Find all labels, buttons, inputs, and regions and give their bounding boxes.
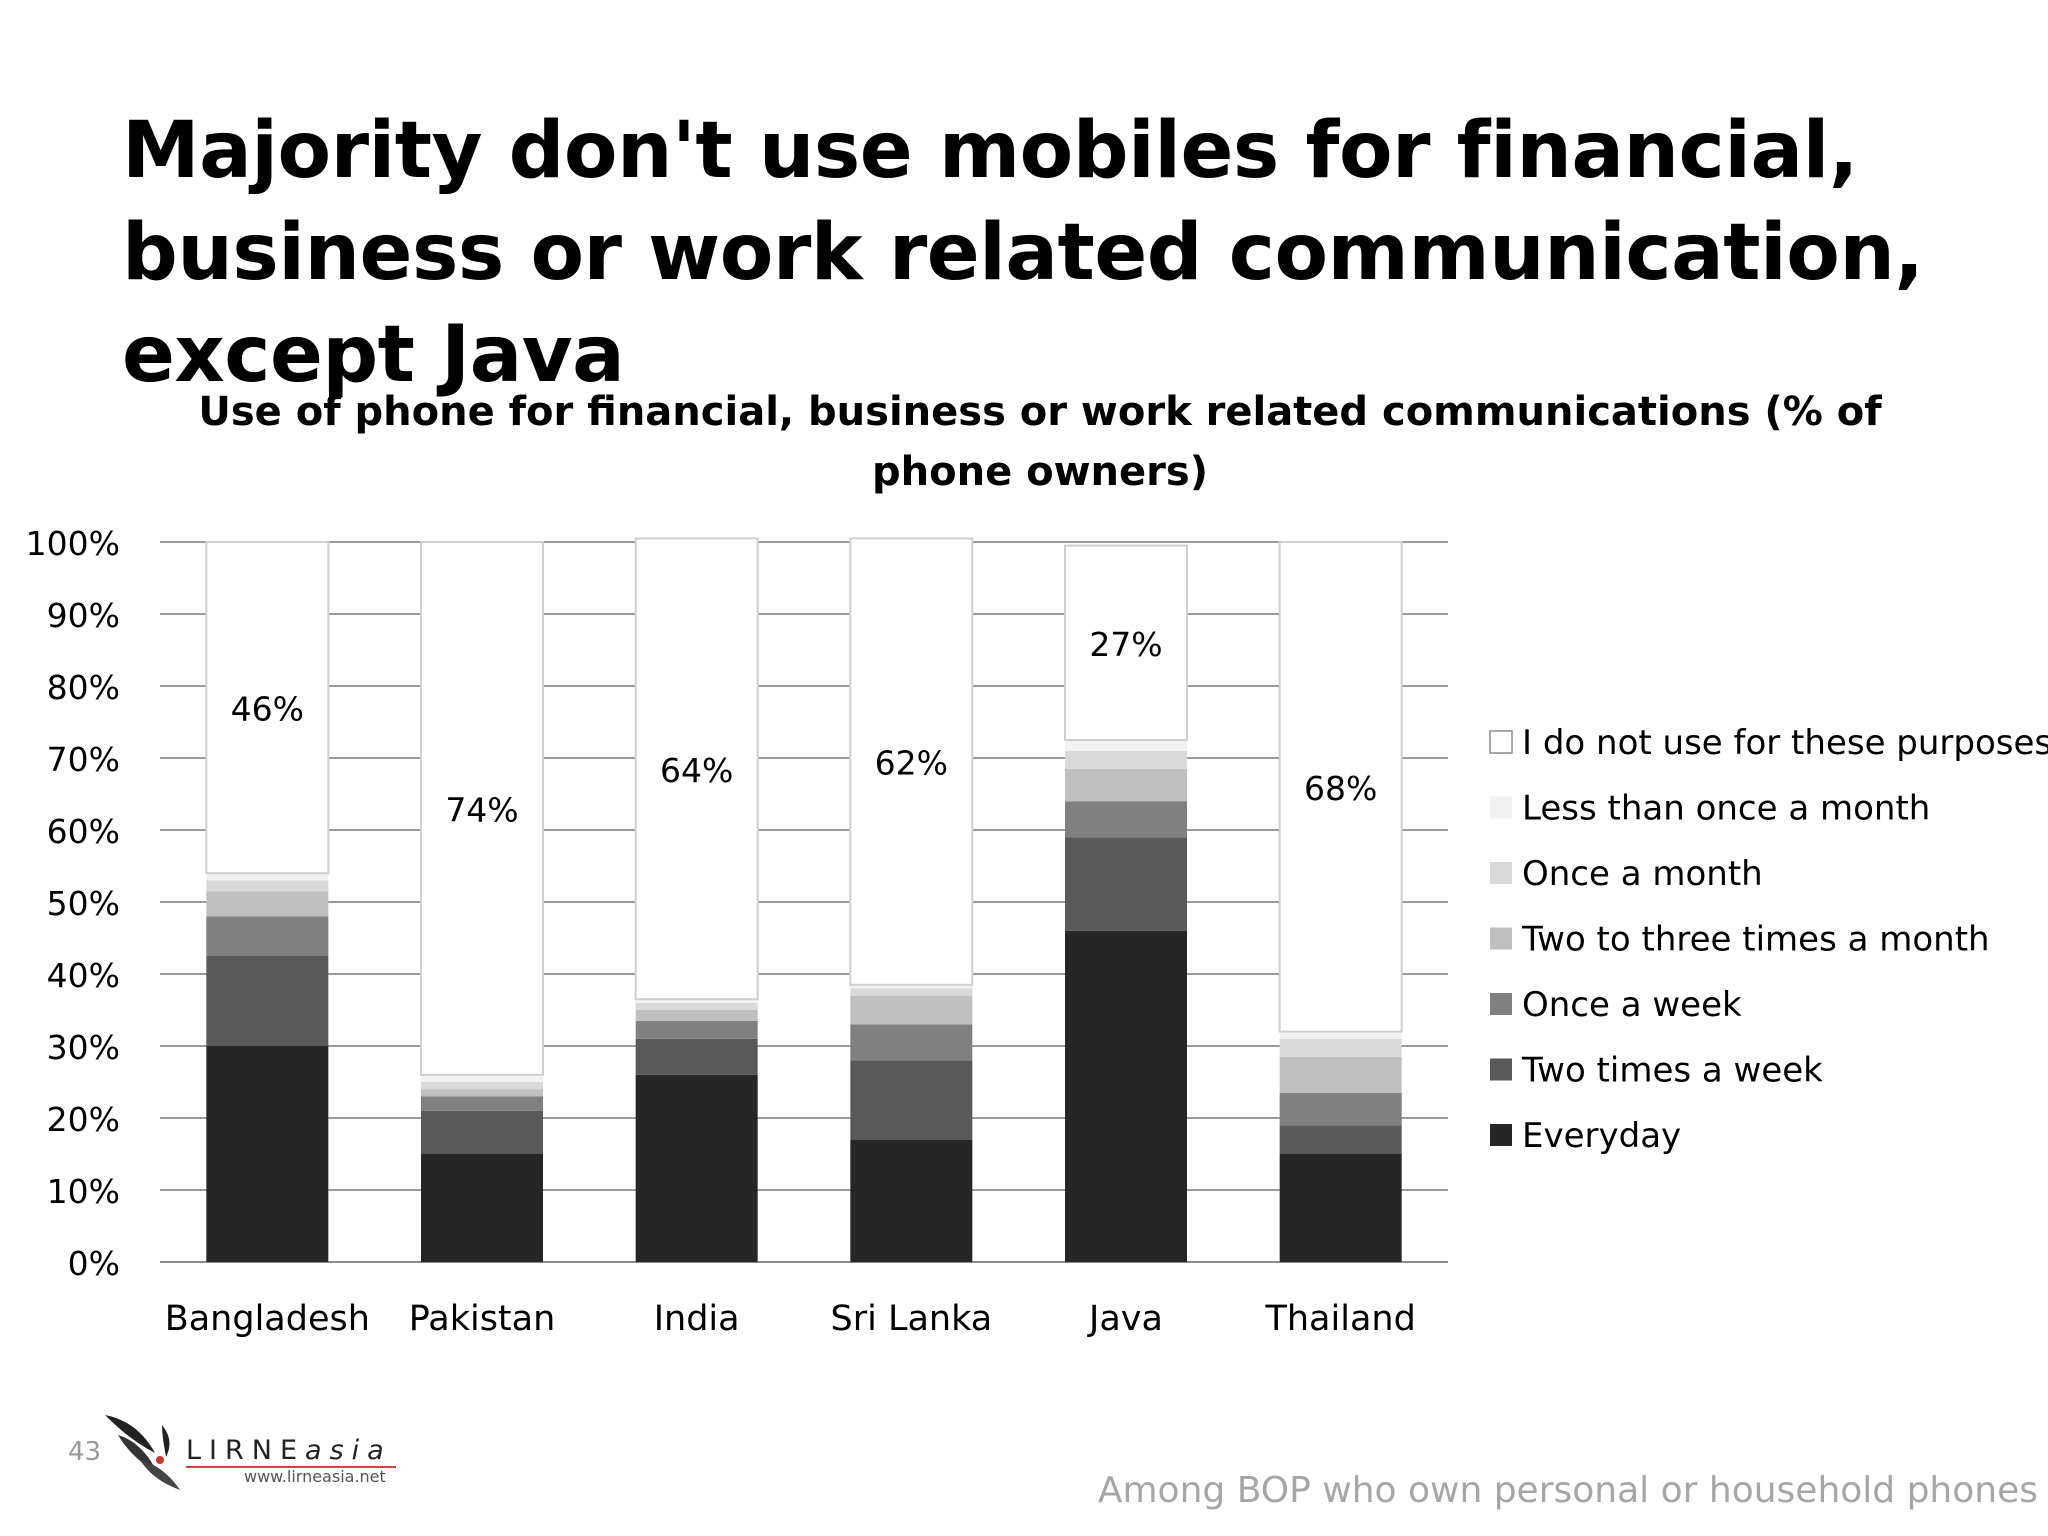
data-label: 68%: [1304, 769, 1377, 808]
chart-title: Use of phone for financial, business or …: [198, 389, 1882, 495]
data-label: 64%: [660, 751, 733, 790]
legend-swatch: [1490, 862, 1512, 884]
y-axis-tick-labels: 0% 10% 20% 30% 40% 50% 60% 70% 80% 90% 100%: [26, 524, 120, 1283]
x-tick-label: India: [654, 1299, 740, 1339]
bar-segment: [634, 537, 759, 1001]
y-tick-label: 0%: [68, 1244, 120, 1283]
bar-segment: [1279, 1056, 1402, 1093]
legend-swatch: [1490, 1124, 1512, 1146]
legend-swatch: [1490, 927, 1512, 950]
bar-segment: [206, 916, 329, 956]
bar-segment: [205, 541, 330, 875]
data-label: 74%: [445, 790, 518, 829]
y-tick-label: 30%: [47, 1028, 120, 1067]
lirneasia-logo: LIRNEasia www.lirneasia.net: [100, 1405, 420, 1495]
legend-label: Once a week: [1522, 985, 1742, 1025]
bar-segment: [1065, 740, 1187, 751]
bar-segment: [849, 537, 974, 986]
x-axis-tick-labels: Bangladesh Pakistan India Sri Lanka Java Thai…: [165, 1299, 1416, 1339]
bar-segment: [421, 1074, 543, 1082]
bar-segment: [206, 956, 329, 1046]
gridlines: [160, 541, 1448, 1263]
legend-swatch: [1490, 993, 1512, 1015]
y-tick-label: 90%: [47, 596, 120, 635]
bar-segment: [635, 1020, 758, 1039]
bar-segment: [635, 1074, 758, 1262]
y-tick-label: 60%: [47, 812, 120, 851]
legend-label: Less than once a month: [1522, 789, 1930, 829]
bar-segment: [421, 1082, 543, 1090]
y-tick-label: 70%: [47, 740, 120, 779]
x-tick-label: Bangladesh: [165, 1299, 370, 1339]
y-tick-label: 80%: [47, 668, 120, 707]
legend-label: Two to three times a month: [1521, 920, 1990, 960]
bar-segment: [850, 988, 973, 996]
x-tick-label: Thailand: [1265, 1299, 1416, 1339]
logo-underline: [186, 1466, 396, 1468]
bar-segment: [421, 1096, 543, 1111]
data-label: 62%: [875, 744, 948, 783]
legend-label: Once a month: [1522, 854, 1763, 894]
legend-swatch: [1490, 796, 1512, 819]
bar-segment: [1279, 1125, 1402, 1154]
bar-segment: [1065, 837, 1187, 931]
logo-name-italic: asia: [305, 1435, 392, 1466]
bar-segment: [635, 1010, 758, 1021]
bar-segment: [206, 891, 329, 917]
bar-segment: [635, 1002, 758, 1010]
bar-segment: [1279, 1154, 1402, 1262]
bar-segment: [1279, 1038, 1402, 1057]
page-number: 43: [68, 1437, 102, 1467]
x-tick-label: Pakistan: [409, 1299, 556, 1339]
bar-segment: [635, 999, 758, 1003]
legend-label: Two times a week: [1521, 1051, 1823, 1091]
bar-segment: [1065, 930, 1187, 1262]
bar-segment: [1065, 801, 1187, 838]
bar-segment: [420, 541, 544, 1076]
stacked-bar-chart: 0% 10% 20% 30% 40% 50% 60% 70% 80% 90% 100% 46% 74%…: [26, 524, 2048, 1339]
footer-note: Among BOP who own personal or household …: [1097, 1470, 2038, 1511]
y-tick-label: 50%: [47, 884, 120, 923]
bar-segment: [635, 1038, 758, 1075]
y-tick-label: 40%: [47, 956, 120, 995]
legend: I do not use for these purposes Less than…: [1489, 723, 2048, 1156]
logo-url: www.lirneasia.net: [244, 1467, 386, 1486]
bar-segment: [850, 1139, 973, 1262]
data-label: 27%: [1089, 625, 1162, 664]
data-label: 46%: [231, 690, 304, 729]
bar-segment: [421, 1110, 543, 1154]
bar-segment: [421, 1089, 543, 1097]
bar-segment: [1065, 750, 1187, 769]
x-tick-label: Java: [1087, 1299, 1163, 1339]
y-tick-label: 10%: [47, 1172, 120, 1211]
x-tick-label: Sri Lanka: [830, 1299, 992, 1339]
bar-segment: [850, 995, 973, 1025]
bar-segment: [1279, 1031, 1402, 1039]
bar-segment: [206, 1046, 329, 1262]
bar-segment: [850, 984, 973, 989]
bar-segment: [1278, 541, 1403, 1033]
y-tick-label: 20%: [47, 1100, 120, 1139]
y-tick-label: 100%: [26, 524, 120, 563]
bar-segment: [206, 880, 329, 892]
legend-label: I do not use for these purposes: [1522, 723, 2048, 763]
legend-label: Everyday: [1522, 1116, 1681, 1156]
logo-mark-icon: [105, 1415, 180, 1490]
bars: [205, 537, 1403, 1262]
logo-name-caps: LIRNE: [186, 1435, 306, 1466]
slide-title: Majority don't use mobiles for financial…: [122, 106, 1924, 400]
bar-segment: [206, 873, 329, 881]
legend-swatch: [1489, 730, 1513, 754]
bar-segment: [1279, 1092, 1402, 1126]
bar-segment: [1065, 768, 1187, 802]
logo-wordmark: LIRNEasia: [186, 1435, 392, 1466]
bar-segment: [1064, 544, 1188, 741]
bar-segment: [850, 1060, 973, 1140]
bar-segment: [421, 1154, 543, 1262]
data-labels: 46% 74% 64% 62% 27% 68%: [231, 625, 1378, 830]
legend-swatch: [1490, 1058, 1512, 1081]
bar-segment: [850, 1024, 973, 1061]
